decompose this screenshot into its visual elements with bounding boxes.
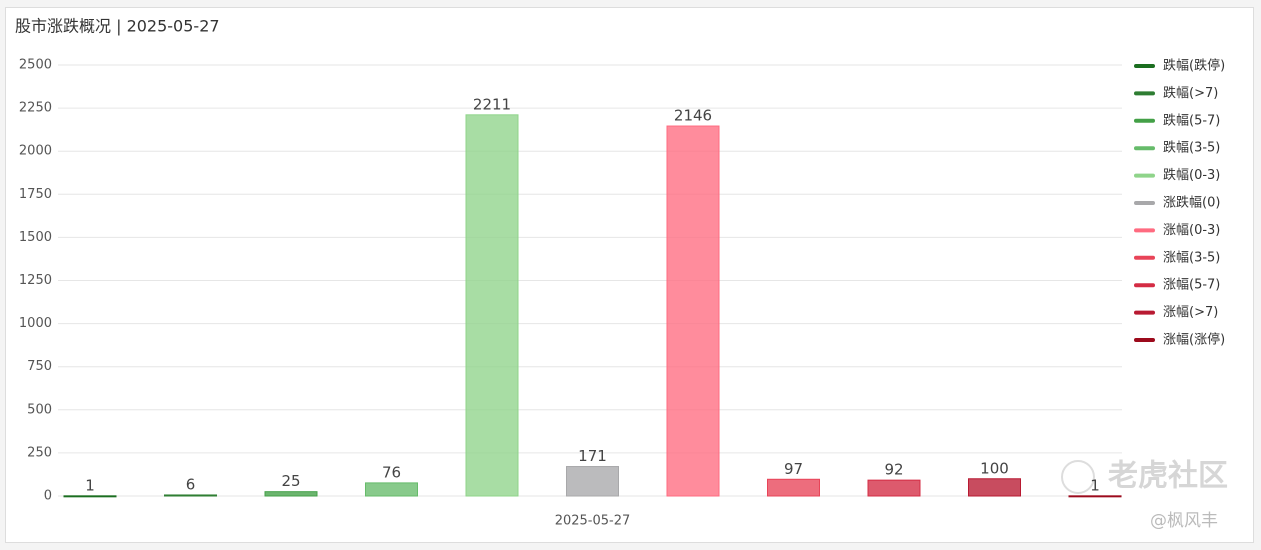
legend-label: 跌幅(5-7): [1163, 112, 1220, 128]
bar: [968, 478, 1021, 497]
y-tick-label: 1500: [19, 230, 52, 245]
bar: [666, 125, 720, 497]
y-tick-label: 1250: [19, 273, 52, 288]
value-label: 100: [980, 459, 1009, 477]
legend-label: 涨幅(3-5): [1163, 250, 1220, 265]
legend-label: 涨跌幅(0): [1163, 195, 1220, 211]
bar: [63, 495, 117, 498]
legend-label: 跌幅(3-5): [1163, 140, 1220, 156]
legend-label: 跌幅(跌停): [1163, 58, 1225, 74]
bar: [566, 466, 619, 497]
y-tick-label: 250: [27, 445, 52, 460]
bar: [264, 491, 318, 497]
watermark: 老虎社区: [1108, 459, 1228, 494]
y-tick-label: 500: [27, 402, 52, 417]
y-tick-label: 1750: [19, 187, 52, 202]
legend-label: 涨幅(5-7): [1163, 278, 1220, 293]
value-label: 171: [578, 447, 607, 465]
watermark-icon: [1061, 460, 1095, 494]
value-label: 25: [281, 472, 300, 490]
bar: [465, 114, 519, 497]
legend-label: 涨幅(0-3): [1163, 223, 1220, 238]
bar: [164, 494, 217, 497]
value-label: 92: [884, 461, 903, 479]
legend-label: 跌幅(>7): [1163, 85, 1218, 101]
x-tick-label: 2025-05-27: [555, 514, 631, 529]
value-label: 1: [85, 476, 95, 494]
y-tick-label: 2250: [19, 101, 52, 116]
bar: [1068, 495, 1122, 498]
chart-title: 股市涨跌概况 | 2025-05-27: [15, 17, 220, 36]
card: [5, 7, 1254, 543]
y-tick-label: 2500: [19, 58, 52, 73]
bar: [365, 482, 418, 497]
bar: [767, 478, 820, 497]
value-label: 2146: [674, 107, 712, 125]
y-tick-label: 0: [44, 489, 52, 504]
legend-label: 跌幅(0-3): [1163, 167, 1220, 183]
value-label: 97: [784, 460, 803, 478]
y-tick-label: 1000: [19, 316, 52, 331]
y-tick-label: 750: [27, 359, 52, 374]
y-tick-label: 2000: [19, 144, 52, 159]
legend-label: 涨幅(涨停): [1163, 332, 1225, 348]
value-label: 6: [186, 475, 196, 493]
value-label: 1: [1090, 476, 1100, 494]
bar: [867, 479, 921, 497]
legend-label: 涨幅(>7): [1163, 305, 1218, 320]
value-label: 76: [382, 463, 401, 481]
value-label: 2211: [473, 95, 511, 113]
watermark-author: @枫风丰: [1150, 511, 1218, 531]
